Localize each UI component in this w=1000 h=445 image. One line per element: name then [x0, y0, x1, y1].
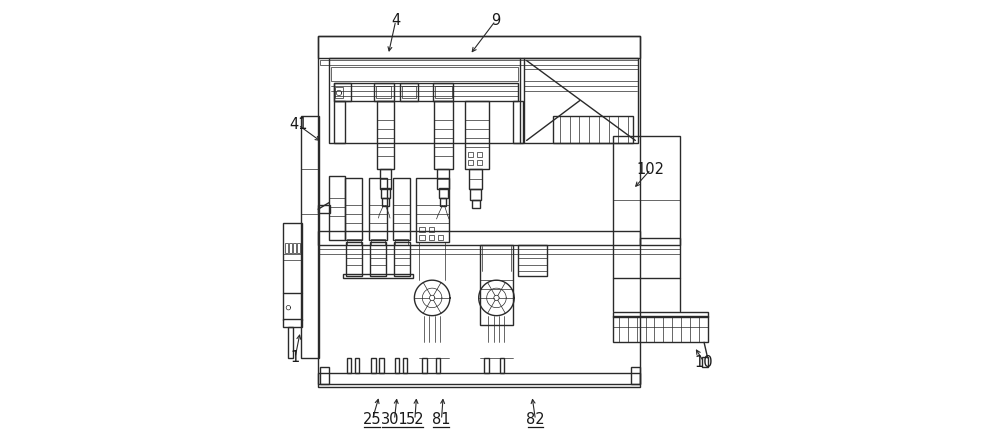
Bar [370, 243, 386, 276]
Bar [289, 243, 292, 253]
Text: 4: 4 [391, 13, 400, 28]
Bar [524, 69, 638, 81]
Bar [702, 357, 708, 367]
Bar [288, 327, 293, 358]
Bar [395, 239, 408, 245]
Bar [436, 358, 440, 373]
Bar [524, 58, 638, 143]
Text: 10: 10 [695, 355, 713, 370]
Bar [419, 235, 425, 240]
Text: 9: 9 [491, 13, 500, 28]
Bar [374, 83, 394, 101]
Bar [402, 86, 416, 98]
Bar [320, 367, 329, 384]
Bar [380, 169, 391, 189]
Bar [345, 178, 362, 240]
Bar [347, 358, 351, 373]
Bar [472, 200, 480, 208]
Bar [429, 235, 434, 240]
Bar [465, 101, 489, 169]
Bar [285, 243, 288, 253]
Bar [369, 178, 387, 240]
Bar [438, 235, 443, 240]
Bar [513, 101, 523, 143]
Bar [440, 198, 446, 206]
Text: 102: 102 [637, 162, 665, 177]
Bar [334, 83, 518, 101]
Bar [382, 198, 389, 206]
Bar [433, 83, 453, 101]
Bar [477, 159, 482, 165]
Bar [393, 178, 410, 240]
Bar [318, 373, 640, 384]
Bar [320, 60, 638, 65]
Bar [379, 358, 384, 373]
Bar [381, 188, 390, 198]
Bar [477, 151, 482, 157]
Bar [376, 86, 391, 98]
Bar [301, 116, 319, 358]
Bar [419, 227, 425, 232]
Bar [429, 227, 434, 232]
Bar [422, 358, 427, 373]
Bar [403, 358, 407, 373]
Bar [394, 243, 410, 276]
Bar [613, 312, 708, 316]
Bar [334, 83, 351, 101]
Bar [395, 358, 399, 373]
Bar [435, 86, 452, 98]
Bar [439, 188, 448, 198]
Bar [355, 358, 359, 373]
Bar [318, 36, 640, 58]
Bar [329, 176, 345, 240]
Bar [346, 243, 362, 276]
Text: 82: 82 [526, 413, 545, 427]
Text: 52: 52 [406, 413, 424, 427]
Bar [500, 358, 504, 373]
Bar [484, 358, 489, 373]
Bar [470, 189, 481, 200]
Bar [371, 358, 376, 373]
Bar [318, 36, 640, 387]
Bar [468, 151, 473, 157]
Bar [640, 238, 680, 245]
Bar [469, 169, 482, 189]
Bar [335, 87, 343, 98]
Bar [329, 58, 520, 143]
Text: 1: 1 [290, 350, 300, 365]
Bar [518, 245, 547, 276]
Bar [468, 159, 473, 165]
Bar [437, 169, 449, 189]
Bar [631, 367, 640, 384]
Bar [371, 239, 385, 245]
Bar [416, 178, 449, 243]
Bar [283, 319, 302, 327]
Bar [377, 101, 394, 169]
Bar [400, 83, 418, 101]
Bar [343, 274, 413, 278]
Bar [434, 101, 453, 169]
Text: 25: 25 [363, 413, 382, 427]
Bar [334, 101, 345, 143]
Bar [283, 222, 302, 294]
Bar [293, 243, 296, 253]
Bar [297, 243, 300, 253]
Bar [331, 67, 518, 81]
Bar [318, 231, 640, 245]
Text: 301: 301 [381, 413, 408, 427]
Bar [613, 316, 708, 342]
Bar [347, 239, 361, 245]
Bar [553, 116, 633, 143]
Bar [480, 245, 513, 324]
Text: 41: 41 [289, 117, 307, 133]
Bar [318, 205, 330, 213]
Text: 81: 81 [432, 413, 451, 427]
Bar [613, 136, 680, 278]
